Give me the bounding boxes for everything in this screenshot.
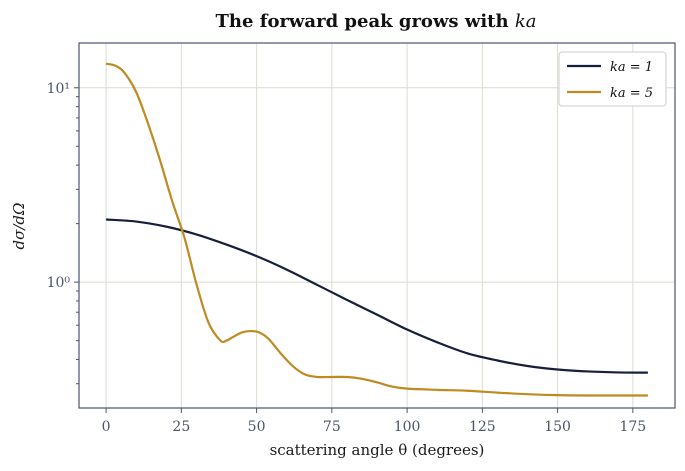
x-tick-label: 75 — [323, 419, 341, 435]
x-tick-label: 0 — [102, 419, 111, 435]
x-tick-label: 50 — [248, 419, 266, 435]
plot-frame — [78, 42, 676, 409]
series-line-2 — [105, 62, 648, 397]
x-tick-label: 150 — [544, 419, 571, 435]
x-tick-label: 125 — [469, 419, 496, 435]
y-tick-label: 10¹ — [47, 81, 70, 97]
axis-ticks: 0 25 50 75 100 125 150 175 10⁰ 10¹ — [47, 81, 647, 435]
x-tick-label: 100 — [394, 419, 421, 435]
series-line-1 — [106, 218, 648, 374]
x-axis-label: scattering angle θ (degrees) — [270, 441, 485, 459]
chart-title-math: ka — [515, 11, 537, 32]
x-tick-label: 175 — [619, 419, 646, 435]
legend: ka = 1 ka = 5 — [558, 51, 667, 107]
legend-label-ka-5: ka = 5 — [610, 86, 653, 101]
series-lines — [105, 62, 648, 397]
legend-label-ka-1: ka = 1 — [610, 60, 653, 75]
x-tick-label: 25 — [172, 419, 190, 435]
chart-title-text: The forward peak grows with — [216, 11, 515, 32]
chart-title: The forward peak grows with ka — [216, 11, 537, 32]
y-axis-label: dσ/dΩ — [10, 203, 28, 250]
y-tick-label: 10⁰ — [47, 275, 71, 291]
